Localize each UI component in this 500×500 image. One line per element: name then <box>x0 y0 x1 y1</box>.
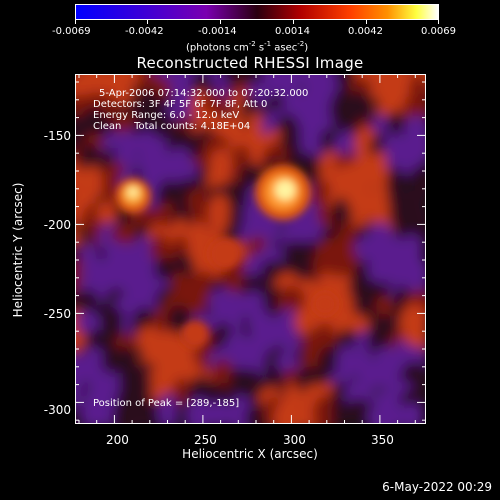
colorbar-tick-label: 0.0014 <box>275 26 310 37</box>
image-texture <box>281 326 301 358</box>
bright-source <box>275 180 295 200</box>
rhessi-image-canvas <box>75 74 426 424</box>
y-tick-label: -250 <box>43 307 71 321</box>
bright-source <box>313 292 337 316</box>
timestamp: 6-May-2022 00:29 <box>382 480 492 494</box>
image-texture <box>350 195 370 231</box>
image-texture <box>387 110 406 137</box>
y-tick-label: -200 <box>43 218 71 232</box>
x-tick-label: 250 <box>194 433 217 447</box>
rhessi-image <box>75 74 426 424</box>
image-texture <box>99 307 127 336</box>
x-tick-label: 300 <box>283 433 306 447</box>
image-texture <box>347 397 370 424</box>
image-texture <box>79 106 109 144</box>
image-texture <box>112 397 142 424</box>
image-texture <box>313 395 337 424</box>
image-texture <box>294 308 315 336</box>
image-texture <box>75 384 82 414</box>
image-texture <box>157 392 178 424</box>
image-title: Reconstructed RHESSI Image <box>136 54 364 72</box>
bright-source <box>181 320 209 348</box>
image-texture <box>148 112 175 137</box>
observation-info: 5-Apr-2006 07:14:32.000 to 07:20:32.000 … <box>93 88 308 132</box>
image-texture <box>186 396 212 424</box>
image-texture <box>301 217 325 248</box>
image-texture <box>139 399 162 424</box>
image-texture <box>400 402 425 424</box>
image-texture <box>75 406 85 424</box>
image-texture <box>370 162 390 197</box>
colorbar-tick-label: -0.0042 <box>125 26 164 37</box>
x-axis-label: Heliocentric X (arcsec) <box>182 447 318 461</box>
image-texture <box>385 400 405 424</box>
image-texture <box>170 74 198 106</box>
y-axis-label: Heliocentric Y (arcsec) <box>11 182 25 318</box>
x-tick-label: 350 <box>371 433 394 447</box>
image-texture <box>386 74 413 104</box>
colorbar: -0.0069 -0.0042 -0.0014 0.0014 0.0042 0.… <box>0 0 500 60</box>
time-range: 5-Apr-2006 07:14:32.000 to 07:20:32.000 <box>99 88 309 99</box>
image-texture <box>331 399 352 424</box>
peak-position: Position of Peak = [289,-185] <box>93 398 240 409</box>
x-tick-label: 200 <box>106 433 129 447</box>
colorbar-tick-label: -0.0014 <box>198 26 237 37</box>
image-texture <box>353 283 372 324</box>
y-tick-label: -150 <box>43 129 71 143</box>
colorbar-gradient <box>75 4 439 20</box>
image-texture <box>75 327 86 354</box>
colorbar-tick-label: 0.0069 <box>421 26 456 37</box>
energy-range: Energy Range: 6.0 - 12.0 keV <box>93 110 240 121</box>
clean-total-counts: Clean Total counts: 4.18E+04 <box>93 121 251 132</box>
y-tick-label: -300 <box>43 403 71 417</box>
bright-source <box>209 238 241 270</box>
image-texture <box>367 251 395 287</box>
detectors: Detectors: 3F 4F 5F 6F 7F 8F, Att 0 <box>93 99 268 110</box>
colorbar-units: (photons cm-2 s-1 asec-2) <box>186 40 309 54</box>
bright-source <box>128 187 138 197</box>
image-texture <box>208 400 231 424</box>
colorbar-tick-label: -0.0069 <box>52 26 91 37</box>
colorbar-tick-label: 0.0042 <box>348 26 383 37</box>
image-texture <box>273 399 300 424</box>
